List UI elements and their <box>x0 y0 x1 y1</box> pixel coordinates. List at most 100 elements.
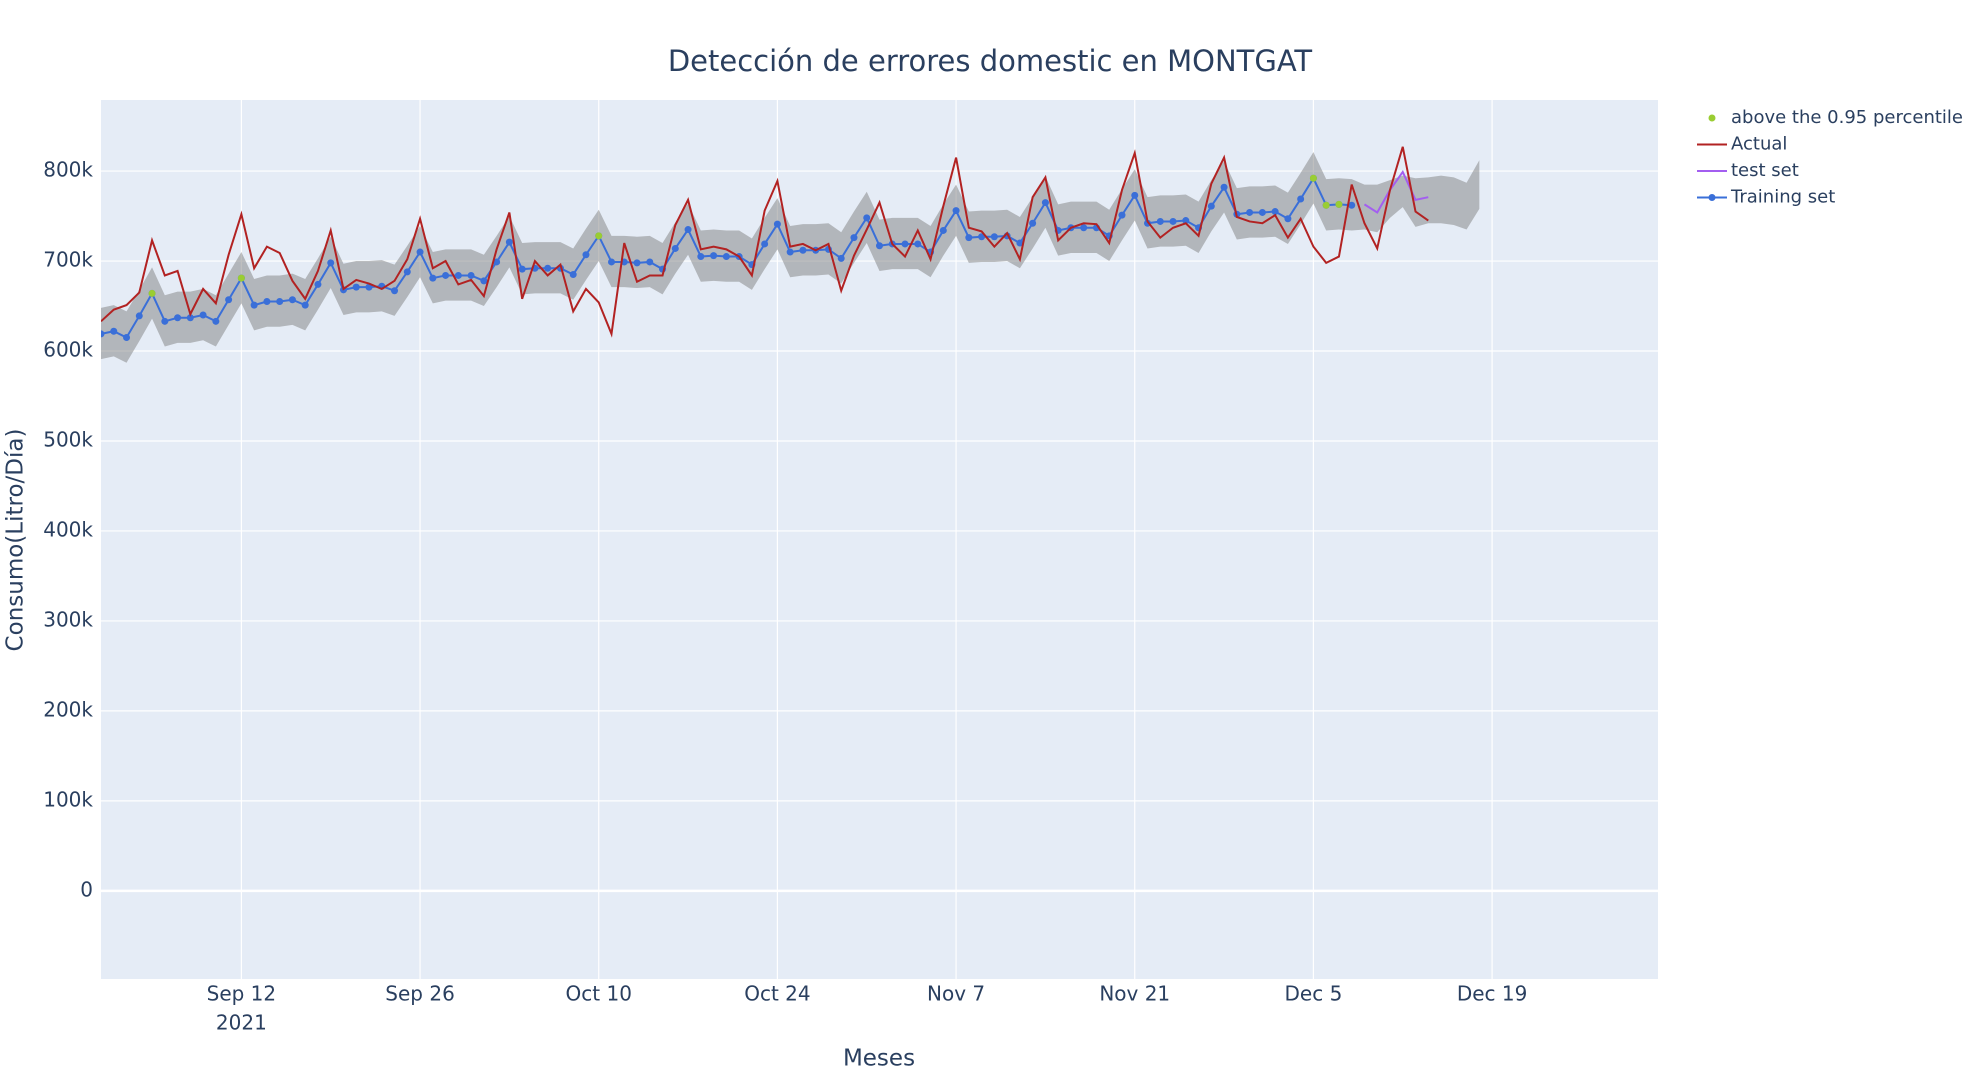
series-marker <box>1284 215 1292 223</box>
series-marker <box>327 259 335 267</box>
y-tick-label: 700k <box>43 248 93 272</box>
series-marker <box>161 317 169 325</box>
series-marker <box>391 287 399 295</box>
series-marker <box>225 296 233 304</box>
series-marker <box>505 238 513 246</box>
series-marker <box>1131 191 1139 199</box>
x-tick-label: Dec 19 <box>1457 982 1528 1006</box>
series-marker <box>1348 201 1356 209</box>
series-marker <box>1271 208 1279 216</box>
y-tick-label: 300k <box>43 607 93 631</box>
y-tick-label: 500k <box>43 427 93 451</box>
series-marker <box>1029 219 1037 227</box>
series-marker <box>135 312 143 320</box>
series-marker <box>786 248 794 256</box>
legend-label: test set <box>1731 160 1799 181</box>
series-marker <box>403 268 411 276</box>
series-marker <box>480 277 488 285</box>
series-marker <box>288 296 296 304</box>
series-marker <box>454 271 462 279</box>
legend-label: Training set <box>1730 187 1835 208</box>
series-marker <box>429 274 437 282</box>
series-marker <box>863 214 871 222</box>
series-marker <box>1118 211 1126 219</box>
series-marker <box>110 327 118 335</box>
series-marker <box>1335 200 1343 208</box>
series-marker <box>710 252 718 260</box>
series-marker <box>442 271 450 279</box>
series-marker <box>773 220 781 228</box>
series-line <box>1363 169 1429 214</box>
series-marker <box>148 289 156 297</box>
series-marker <box>850 234 858 242</box>
series-marker <box>939 226 947 234</box>
series-marker <box>761 240 769 248</box>
series-marker <box>671 244 679 252</box>
series-marker <box>301 301 309 309</box>
series-marker <box>697 253 705 261</box>
series-marker <box>1258 208 1266 216</box>
series-marker <box>493 258 501 266</box>
plot-area <box>101 146 1480 363</box>
series-marker <box>837 254 845 262</box>
x-tick-label: Sep 26 <box>385 982 455 1006</box>
x-tick-label: Nov 21 <box>1099 982 1170 1006</box>
series-marker <box>1182 217 1190 225</box>
series-marker <box>365 283 373 291</box>
series-marker <box>123 334 131 342</box>
x-tick-label: Nov 7 <box>927 982 985 1006</box>
series-marker <box>1322 201 1330 209</box>
series-marker <box>250 301 258 309</box>
x-tick-label: Oct 10 <box>566 982 632 1006</box>
legend-label: Actual <box>1731 134 1787 155</box>
x-tick-label: Sep 12 <box>207 982 277 1006</box>
series-marker <box>965 234 973 242</box>
series-marker <box>212 317 220 325</box>
series-marker <box>1169 217 1177 225</box>
series-marker <box>914 240 922 248</box>
series-marker <box>314 280 322 288</box>
y-tick-label: 200k <box>43 697 93 721</box>
series-marker <box>352 283 360 291</box>
series-marker <box>186 314 194 322</box>
series-marker <box>595 232 603 240</box>
series-marker <box>416 248 424 256</box>
legend-swatch <box>1708 194 1716 201</box>
series-marker <box>1207 202 1215 210</box>
series-marker <box>199 311 207 319</box>
series-marker <box>1297 195 1305 203</box>
series-marker <box>101 330 105 338</box>
series-marker <box>876 242 883 250</box>
series-marker <box>582 251 590 259</box>
y-tick-label: 100k <box>43 787 93 811</box>
series-marker <box>276 298 284 306</box>
series-marker <box>1041 199 1049 207</box>
series-marker <box>990 233 998 241</box>
series-marker <box>952 207 960 215</box>
series-marker <box>684 226 692 234</box>
series-marker <box>174 314 182 322</box>
y-tick-label: 600k <box>43 338 93 362</box>
y-tick-label: 0 <box>80 877 93 901</box>
x-axis-title: Meses <box>843 1046 915 1072</box>
series-line <box>101 146 1429 338</box>
series-marker <box>263 298 271 306</box>
x-tick-label: Dec 5 <box>1285 982 1343 1006</box>
legend-swatch <box>1708 114 1716 122</box>
series-marker <box>633 259 641 267</box>
y-tick-label: 400k <box>43 517 93 541</box>
series-marker <box>237 274 245 282</box>
confidence-band <box>101 152 1480 363</box>
series-marker <box>607 258 615 266</box>
chart-title: Detección de errores domestic en MONTGAT <box>668 44 1313 78</box>
series-marker <box>569 271 577 279</box>
x-tick-year: 2021 <box>216 1011 267 1035</box>
series-marker <box>722 253 730 261</box>
series-marker <box>1016 239 1024 247</box>
y-tick-label: 800k <box>43 158 93 182</box>
series-marker <box>467 271 475 279</box>
series-marker <box>1309 174 1317 182</box>
series-marker <box>646 258 654 266</box>
series-marker <box>1080 224 1088 232</box>
